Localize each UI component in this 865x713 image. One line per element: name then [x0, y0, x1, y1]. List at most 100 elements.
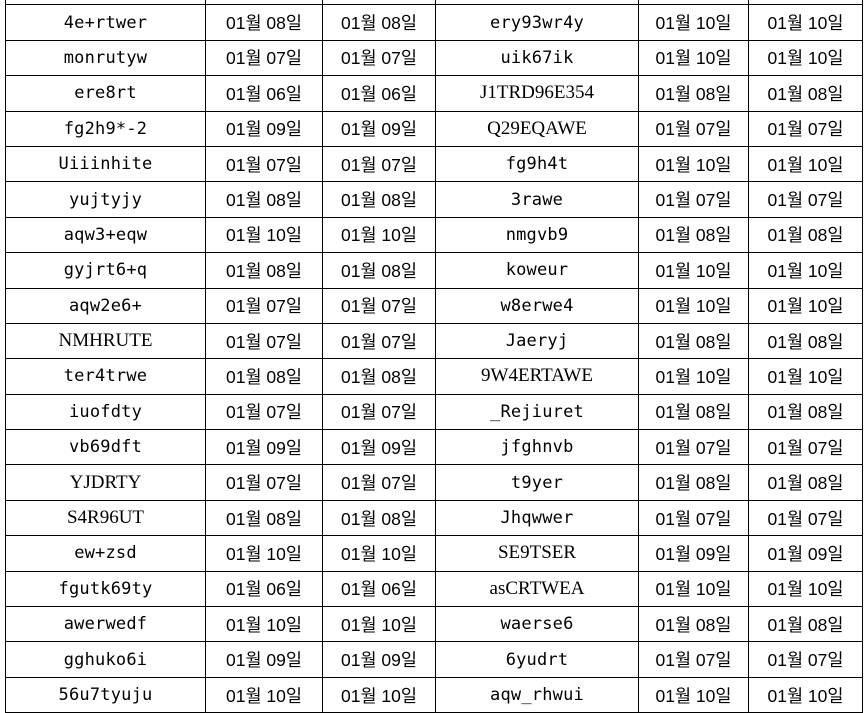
cell-name_a[interactable]: fgutk69ty: [5, 570, 206, 608]
cell-name_b[interactable]: _Rejiuret: [435, 393, 639, 431]
cell-date_b1[interactable]: 01월 08일: [638, 75, 749, 112]
cell-name_a[interactable]: ere8rt: [5, 75, 206, 112]
cell-name_b[interactable]: asCRTWEA: [435, 570, 639, 608]
cell-date_b1[interactable]: 01월 09일: [638, 535, 749, 572]
cell-date_b2[interactable]: 01월 10일: [748, 252, 863, 289]
cell-date_b2[interactable]: 01월 08일: [748, 216, 863, 254]
cell-date_b2[interactable]: 01월 09일: [748, 535, 863, 572]
cell-date_b2[interactable]: 01월 10일: [748, 145, 863, 183]
table-row[interactable]: fgutk69ty 01월 06일 01월 06일 asCRTWEA 01월 10일 01…: [5, 570, 863, 608]
table-row[interactable]: vb69dft 01월 09일 01월 09일 jfghnvb 01월 07일 01월 0…: [5, 429, 863, 466]
cell-name_a[interactable]: YJDRTY: [5, 464, 206, 501]
cell-date_b2[interactable]: 01월 07일: [748, 641, 863, 678]
cell-date_b2[interactable]: 01월 08일: [748, 75, 863, 112]
table-row[interactable]: ere8rt 01월 06일 01월 06일 J1TRD96E354 01월 08일 01…: [5, 75, 863, 112]
cell-date_b2[interactable]: 01월 10일: [748, 4, 863, 41]
cell-name_b[interactable]: aqw_rhwui: [435, 676, 639, 713]
cell-date_a2[interactable]: 01월 10일: [322, 676, 436, 713]
cell-date_a2[interactable]: 01월 08일: [322, 181, 436, 218]
cell-date_a2[interactable]: 01월 08일: [322, 4, 436, 41]
cell-date_b1[interactable]: 01월 07일: [638, 641, 749, 678]
cell-name_b[interactable]: Jaeryj: [435, 322, 639, 360]
table-row[interactable]: gghuko6i 01월 09일 01월 09일 6yudrt 01월 07일 01월 0…: [5, 641, 863, 678]
cell-date_a2[interactable]: 01월 07일: [322, 145, 436, 183]
cell-date_a1[interactable]: 01월 07일: [205, 145, 323, 183]
cell-name_b[interactable]: koweur: [435, 252, 639, 289]
cell-name_a[interactable]: aqw2e6+: [5, 287, 206, 324]
cell-name_b[interactable]: nmgvb9: [435, 216, 639, 254]
cell-date_a2[interactable]: 01월 10일: [322, 606, 436, 643]
cell-date_a1[interactable]: 01월 07일: [205, 464, 323, 501]
cell-date_a1[interactable]: 01월 08일: [205, 358, 323, 395]
cell-date_a1[interactable]: 01월 08일: [205, 181, 323, 218]
cell-name_a[interactable]: awerwedf: [5, 606, 206, 643]
cell-date_a2[interactable]: 01월 08일: [322, 252, 436, 289]
cell-date_a2[interactable]: 01월 07일: [322, 393, 436, 431]
cell-name_b[interactable]: SE9TSER: [435, 535, 639, 572]
cell-name_b[interactable]: ery93wr4y: [435, 4, 639, 41]
cell-name_a[interactable]: gyjrt6+q: [5, 252, 206, 289]
table-row[interactable]: aqw2e6+ 01월 07일 01월 07일 w8erwe4 01월 10일 01월 1…: [5, 287, 863, 324]
cell-date_a1[interactable]: 01월 06일: [205, 75, 323, 112]
table-row[interactable]: NMHRUTE 01월 07일 01월 07일 Jaeryj 01월 08일 01월 08…: [5, 322, 863, 360]
cell-date_b2[interactable]: 01월 07일: [748, 429, 863, 466]
cell-date_a2[interactable]: 01월 09일: [322, 110, 436, 147]
cell-date_b2[interactable]: 01월 10일: [748, 676, 863, 713]
cell-date_b1[interactable]: 01월 10일: [638, 358, 749, 395]
cell-name_a[interactable]: S4R96UT: [5, 499, 206, 537]
cell-date_a1[interactable]: 01월 07일: [205, 393, 323, 431]
cell-date_a1[interactable]: 01월 09일: [205, 641, 323, 678]
cell-date_a2[interactable]: 01월 07일: [322, 464, 436, 501]
cell-date_b1[interactable]: 01월 07일: [638, 499, 749, 537]
cell-name_a[interactable]: iuofdty: [5, 393, 206, 431]
table-row[interactable]: gyjrt6+q 01월 08일 01월 08일 koweur 01월 10일 01월 1…: [5, 252, 863, 289]
cell-date_b2[interactable]: 01월 08일: [748, 393, 863, 431]
cell-name_a[interactable]: NMHRUTE: [5, 322, 206, 360]
cell-date_a1[interactable]: 01월 09일: [205, 110, 323, 147]
cell-date_b1[interactable]: 01월 07일: [638, 429, 749, 466]
table-row[interactable]: YJDRTY 01월 07일 01월 07일 t9yer 01월 08일 01월 08일: [5, 464, 863, 501]
cell-date_b1[interactable]: 01월 08일: [638, 322, 749, 360]
cell-date_b1[interactable]: 01월 08일: [638, 606, 749, 643]
cell-date_b1[interactable]: 01월 10일: [638, 4, 749, 41]
cell-date_b1[interactable]: 01월 08일: [638, 464, 749, 501]
cell-name_a[interactable]: fg2h9*-2: [5, 110, 206, 147]
cell-date_b1[interactable]: 01월 10일: [638, 252, 749, 289]
cell-date_b1[interactable]: 01월 07일: [638, 110, 749, 147]
cell-date_a2[interactable]: 01월 09일: [322, 429, 436, 466]
cell-name_a[interactable]: vb69dft: [5, 429, 206, 466]
cell-name_a[interactable]: 4e+rtwer: [5, 4, 206, 41]
cell-name_b[interactable]: Q29EQAWE: [435, 110, 639, 147]
cell-date_b2[interactable]: 01월 08일: [748, 606, 863, 643]
cell-name_a[interactable]: aqw3+eqw: [5, 216, 206, 254]
cell-name_a[interactable]: 56u7tyuju: [5, 676, 206, 713]
cell-name_a[interactable]: monrutyw: [5, 39, 206, 77]
cell-name_a[interactable]: ew+zsd: [5, 535, 206, 572]
cell-date_b2[interactable]: 01월 10일: [748, 570, 863, 608]
cell-date_b2[interactable]: 01월 10일: [748, 39, 863, 77]
cell-date_a1[interactable]: 01월 10일: [205, 216, 323, 254]
cell-date_a1[interactable]: 01월 07일: [205, 287, 323, 324]
cell-date_a2[interactable]: 01월 09일: [322, 641, 436, 678]
cell-date_b2[interactable]: 01월 07일: [748, 499, 863, 537]
cell-name_a[interactable]: gghuko6i: [5, 641, 206, 678]
cell-date_b1[interactable]: 01월 08일: [638, 216, 749, 254]
cell-date_a2[interactable]: 01월 08일: [322, 358, 436, 395]
cell-name_a[interactable]: ter4trwe: [5, 358, 206, 395]
cell-name_b[interactable]: J1TRD96E354: [435, 75, 639, 112]
cell-date_b2[interactable]: 01월 07일: [748, 181, 863, 218]
cell-date_a2[interactable]: 01월 06일: [322, 570, 436, 608]
cell-date_a1[interactable]: 01월 08일: [205, 499, 323, 537]
cell-name_b[interactable]: uik67ik: [435, 39, 639, 77]
cell-date_b2[interactable]: 01월 10일: [748, 287, 863, 324]
cell-date_a1[interactable]: 01월 10일: [205, 535, 323, 572]
cell-name_b[interactable]: Jhqwwer: [435, 499, 639, 537]
cell-date_b1[interactable]: 01월 10일: [638, 676, 749, 713]
cell-date_b1[interactable]: 01월 07일: [638, 181, 749, 218]
cell-date_a2[interactable]: 01월 07일: [322, 287, 436, 324]
table-row[interactable]: awerwedf 01월 10일 01월 10일 waerse6 01월 08일 01월 …: [5, 606, 863, 643]
cell-name_b[interactable]: fg9h4t: [435, 145, 639, 183]
cell-date_a2[interactable]: 01월 10일: [322, 535, 436, 572]
cell-date_a2[interactable]: 01월 07일: [322, 39, 436, 77]
cell-name_b[interactable]: w8erwe4: [435, 287, 639, 324]
